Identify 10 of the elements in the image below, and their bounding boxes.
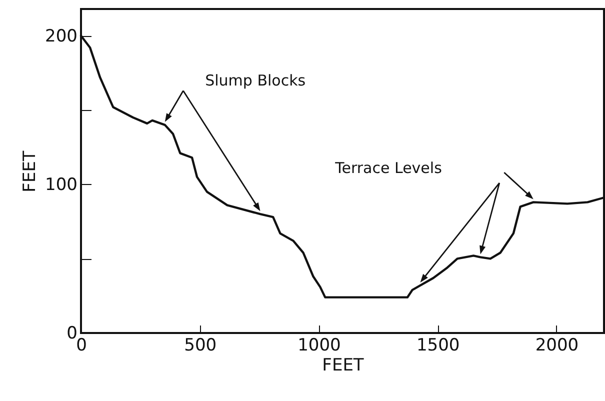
y-axis-title: FEET <box>20 150 40 192</box>
x-axis-title: FEET <box>322 356 364 376</box>
y-tick-label: 100 <box>45 174 78 195</box>
annotation: Slump Blocks <box>205 71 306 90</box>
x-tick-label: 1000 <box>298 336 341 356</box>
x-tick-label: 2000 <box>535 336 579 356</box>
x-tick-label: 1500 <box>416 336 460 356</box>
x-tick-label: 500 <box>184 336 217 356</box>
y-tick-label: 200 <box>45 26 78 46</box>
annotation: Terrace Levels <box>334 159 442 178</box>
